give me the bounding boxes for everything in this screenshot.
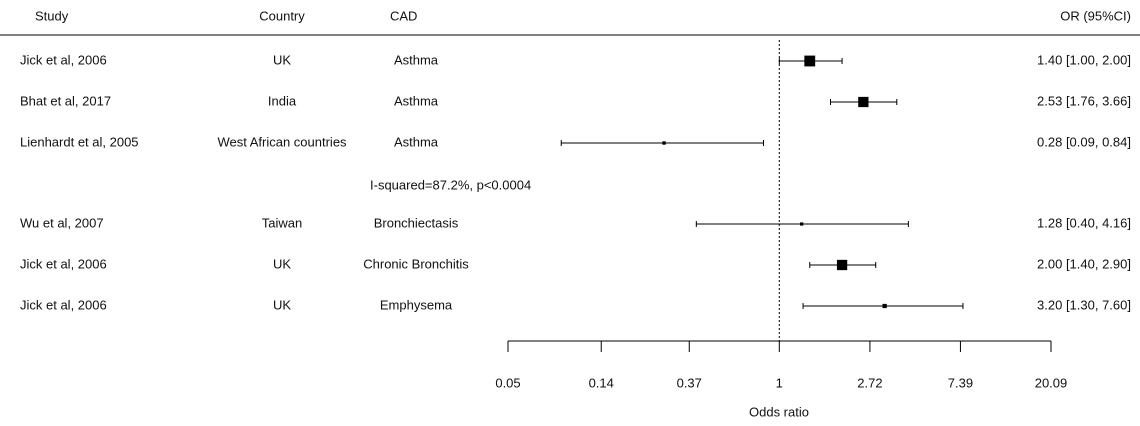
header-country: Country [259, 8, 305, 23]
x-tick-label: 0.05 [495, 375, 520, 390]
study-label: Jick et al, 2006 [20, 297, 107, 312]
header-study: Study [35, 8, 69, 23]
study-label: Lienhardt et al, 2005 [20, 134, 139, 149]
cad-label: Asthma [394, 93, 439, 108]
or-label: 1.40 [1.00, 2.00] [1037, 52, 1131, 67]
point-estimate [836, 259, 848, 271]
or-label: 0.28 [0.09, 0.84] [1037, 134, 1131, 149]
x-tick-label: 1 [776, 375, 783, 390]
x-tick-label: 0.14 [589, 375, 614, 390]
point-estimate [662, 141, 666, 145]
or-label: 2.53 [1.76, 3.66] [1037, 93, 1131, 108]
study-label: Wu et al, 2007 [20, 215, 104, 230]
point-estimate [882, 303, 887, 309]
x-tick-label: 2.72 [857, 375, 882, 390]
cad-label: Asthma [394, 134, 439, 149]
or-label: 1.28 [0.40, 4.16] [1037, 215, 1131, 230]
country-label: West African countries [217, 134, 347, 149]
country-label: UK [273, 297, 291, 312]
cad-label: Bronchiectasis [374, 215, 459, 230]
x-tick-label: 7.39 [948, 375, 973, 390]
point-estimate [804, 55, 816, 67]
country-label: UK [273, 52, 291, 67]
study-label: Jick et al, 2006 [20, 256, 107, 271]
cad-label: Asthma [394, 52, 439, 67]
country-label: India [268, 93, 297, 108]
or-label: 2.00 [1.40, 2.90] [1037, 256, 1131, 271]
study-label: Bhat et al, 2017 [20, 93, 111, 108]
point-estimate [858, 96, 869, 108]
point-estimate [800, 222, 804, 226]
country-label: UK [273, 256, 291, 271]
header-or: OR (95%CI) [1060, 8, 1131, 23]
cad-label: Chronic Bronchitis [363, 256, 469, 271]
cad-label: Emphysema [380, 297, 453, 312]
heterogeneity-note: I-squared=87.2%, p<0.0004 [370, 177, 531, 192]
country-label: Taiwan [262, 215, 302, 230]
header-cad: CAD [390, 8, 417, 23]
x-tick-label: 0.37 [677, 375, 702, 390]
x-axis-label: Odds ratio [749, 404, 809, 419]
study-label: Jick et al, 2006 [20, 52, 107, 67]
or-label: 3.20 [1.30, 7.60] [1037, 297, 1131, 312]
x-tick-label: 20.09 [1035, 375, 1068, 390]
